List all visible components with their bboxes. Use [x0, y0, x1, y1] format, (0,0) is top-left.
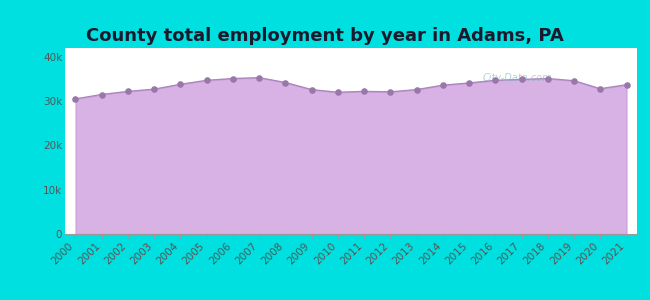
Point [411, 87, 422, 92]
Point [385, 89, 396, 94]
Point [595, 86, 605, 91]
Point [70, 97, 81, 101]
Point [227, 76, 238, 81]
Point [359, 89, 369, 94]
Point [254, 75, 265, 80]
Point [149, 87, 159, 92]
Point [543, 76, 553, 81]
Text: City-Data.com: City-Data.com [482, 74, 552, 83]
Point [176, 82, 186, 87]
Point [306, 87, 317, 92]
Point [280, 80, 291, 85]
Point [123, 89, 133, 94]
Point [437, 83, 448, 88]
Point [97, 92, 107, 97]
Point [621, 82, 632, 87]
Point [202, 78, 212, 83]
Point [464, 81, 474, 85]
Point [490, 78, 501, 83]
Text: County total employment by year in Adams, PA: County total employment by year in Adams… [86, 27, 564, 45]
Point [333, 90, 343, 95]
Point [569, 78, 579, 83]
Point [516, 77, 526, 82]
